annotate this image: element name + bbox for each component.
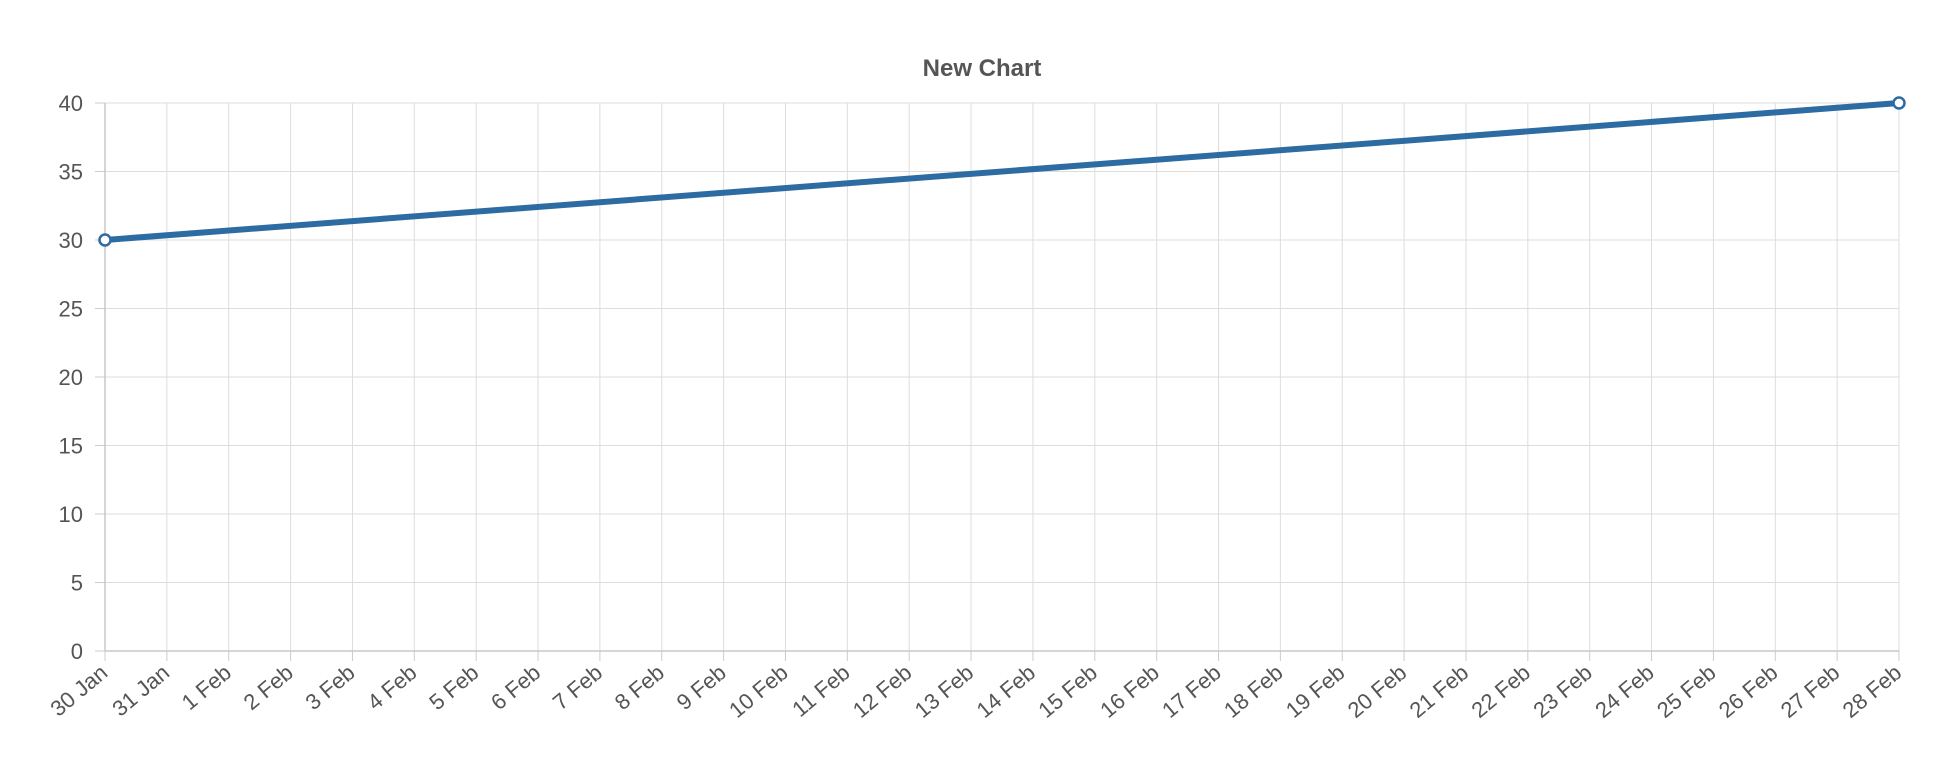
x-tick-label: 22 Feb — [1466, 660, 1535, 723]
x-grid-lines — [104, 103, 1900, 661]
x-tick-label: 16 Feb — [1095, 660, 1164, 723]
x-tick-label: 11 Feb — [787, 660, 854, 722]
y-tick-label: 0 — [71, 639, 83, 664]
x-tick-label: 24 Feb — [1590, 660, 1659, 723]
y-tick-label: 5 — [71, 571, 83, 596]
x-tick-label: 7 Feb — [548, 660, 607, 715]
x-tick-label: 3 Feb — [300, 660, 359, 715]
series-layer — [98, 96, 1906, 247]
x-tick-label: 10 Feb — [724, 660, 793, 723]
y-tick-label: 30 — [59, 228, 83, 253]
x-tick-label: 6 Feb — [486, 660, 545, 715]
y-axis-tick-labels: 0 5 10 15 20 25 30 35 40 — [59, 91, 83, 664]
y-tick-label: 40 — [59, 91, 83, 116]
chart-title: New Chart — [923, 55, 1042, 82]
x-tick-label: 15 Feb — [1033, 660, 1102, 723]
y-tick-label: 35 — [59, 160, 83, 185]
x-tick-label: 4 Feb — [362, 660, 421, 715]
y-grid-lines — [95, 102, 1899, 652]
x-tick-label: 17 Feb — [1157, 660, 1226, 723]
x-tick-label: 9 Feb — [672, 660, 731, 715]
x-tick-label: 1 Feb — [177, 660, 236, 715]
x-tick-label: 12 Feb — [848, 660, 917, 723]
x-tick-label: 19 Feb — [1281, 660, 1350, 723]
series-line — [102, 100, 1902, 243]
x-tick-label: 31 Jan — [107, 660, 174, 722]
y-tick-label: 15 — [59, 434, 83, 459]
x-tick-label: 21 Feb — [1405, 660, 1474, 723]
data-point[interactable] — [1892, 96, 1906, 110]
x-tick-label: 20 Feb — [1343, 660, 1412, 723]
x-tick-label: 18 Feb — [1219, 660, 1288, 723]
x-tick-label: 26 Feb — [1714, 660, 1783, 723]
y-tick-label: 25 — [59, 297, 83, 322]
x-tick-label: 27 Feb — [1776, 660, 1845, 723]
x-tick-label: 8 Feb — [610, 660, 669, 715]
x-tick-label: 5 Feb — [424, 660, 483, 715]
y-tick-label: 20 — [59, 365, 83, 390]
x-tick-label: 23 Feb — [1528, 660, 1597, 723]
x-tick-label: 30 Jan — [46, 660, 113, 722]
x-tick-label: 28 Feb — [1838, 660, 1907, 723]
x-tick-label: 25 Feb — [1652, 660, 1721, 723]
y-tick-label: 10 — [59, 502, 83, 527]
data-point[interactable] — [98, 233, 112, 247]
x-tick-label: 13 Feb — [910, 660, 979, 723]
x-tick-label: 2 Feb — [239, 660, 298, 715]
x-tick-label: 14 Feb — [972, 660, 1041, 723]
